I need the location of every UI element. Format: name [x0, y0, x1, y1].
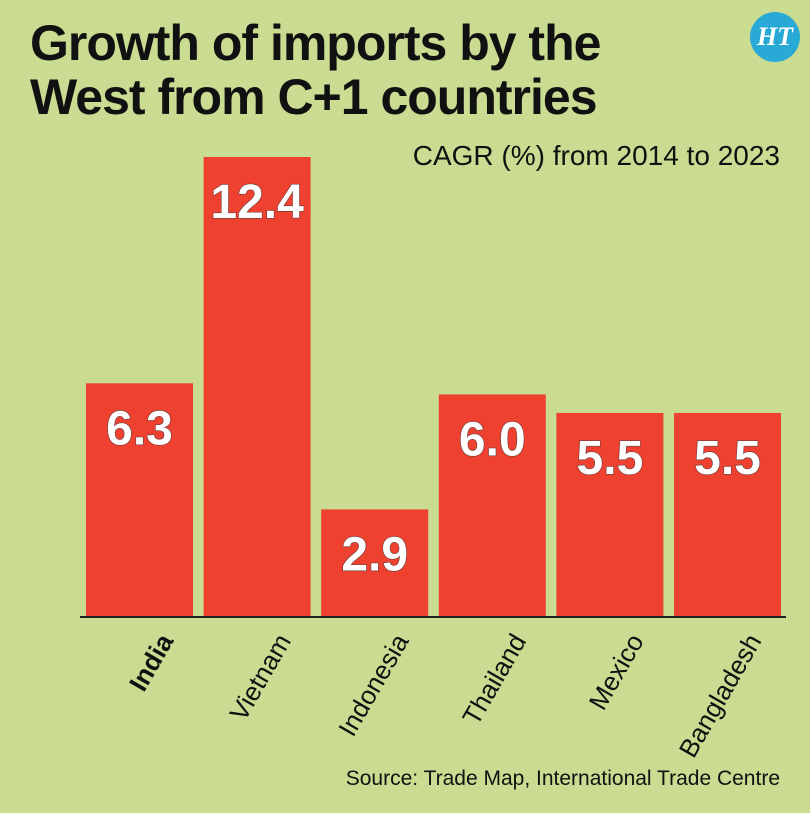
value-label-bangladesh: 5.5 [694, 432, 761, 485]
category-label-indonesia: Indonesia [332, 628, 415, 741]
category-label-thailand: Thailand [456, 629, 532, 730]
chart-title-line-1: Growth of imports by the [30, 15, 601, 71]
value-label-mexico: 5.5 [577, 432, 644, 485]
bar-thailand [438, 394, 546, 617]
value-label-indonesia: 2.9 [341, 528, 408, 581]
category-label-vietnam: Vietnam [223, 629, 296, 726]
bar-indonesia [321, 509, 429, 617]
value-label-india: 6.3 [106, 402, 173, 455]
bar-vietnam [203, 157, 311, 617]
bar-mexico [556, 412, 664, 617]
ht-logo-icon: HT [750, 12, 800, 62]
category-label-mexico: Mexico [583, 629, 650, 715]
source-note: Source: Trade Map, International Trade C… [345, 767, 780, 790]
chart-subtitle: CAGR (%) from 2014 to 2023 [412, 140, 780, 171]
bar-bangladesh [674, 412, 781, 617]
chart-title-line-2: West from C+1 countries [30, 69, 598, 125]
chart-title: Growth of imports by the West from C+1 c… [30, 16, 750, 124]
value-label-vietnam: 12.4 [210, 176, 304, 229]
bar-india [86, 383, 193, 617]
value-label-thailand: 6.0 [459, 413, 526, 466]
category-label-bangladesh: Bangladesh [673, 629, 768, 763]
category-label-india: India [123, 628, 180, 696]
